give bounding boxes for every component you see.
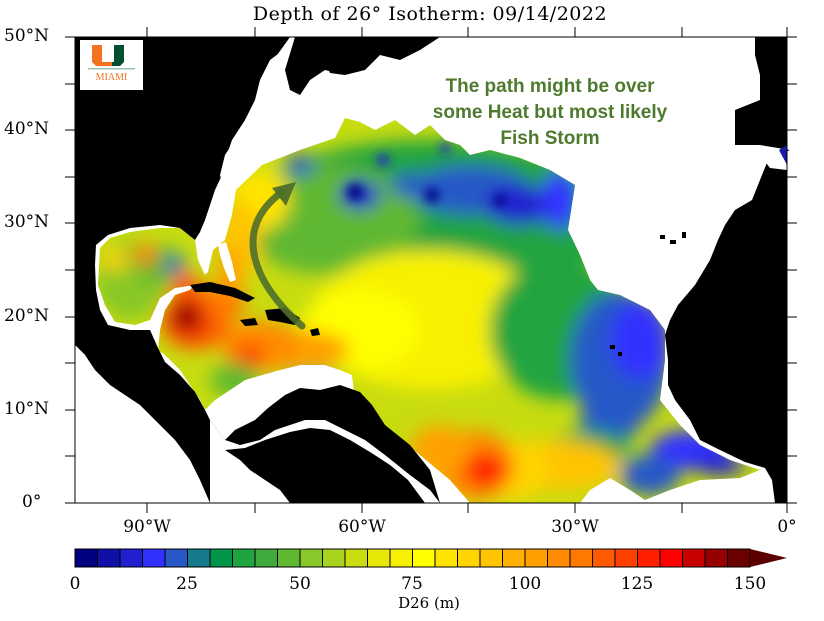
annotation-line: The path might be over — [445, 76, 655, 97]
colorbar-segment — [142, 548, 166, 568]
colorbar-segment — [659, 548, 683, 568]
annotation-line: some Heat but most likely — [432, 102, 668, 123]
colorbar-segment — [727, 548, 751, 568]
annotation-line: Fish Storm — [500, 128, 600, 149]
lat-label-50n: 50°N — [4, 26, 50, 46]
annotation-text: The path might be over some Heat but mos… — [405, 74, 695, 152]
colorbar-extend-arrow — [750, 549, 787, 567]
colorbar-segment — [502, 548, 526, 568]
colorbar-segment — [209, 548, 233, 568]
miami-logo: MIAMI — [80, 40, 143, 90]
colorbar-tick-100: 100 — [508, 574, 542, 594]
chart-title: Depth of 26° Isotherm: 09/14/2022 — [252, 3, 608, 25]
logo-text: MIAMI — [95, 72, 128, 83]
colorbar-segment — [187, 548, 211, 568]
colorbar-segment — [389, 548, 413, 568]
colorbar-segment — [97, 548, 121, 568]
colorbar-segment — [637, 548, 661, 568]
colorbar-segment — [254, 548, 278, 568]
colorbar-segment — [592, 548, 616, 568]
colorbar-segment — [704, 548, 728, 568]
colorbar-segment — [682, 548, 706, 568]
lat-label-0: 0° — [22, 492, 42, 512]
colorbar-tick-0: 0 — [69, 574, 81, 594]
colorbar-segment — [74, 548, 98, 568]
lon-label-90w: 90°W — [123, 517, 171, 537]
colorbar-segment — [164, 548, 188, 568]
u-logo-icon — [88, 45, 135, 70]
land-north-america — [75, 37, 440, 503]
colorbar-tick-125: 125 — [620, 574, 654, 594]
lon-label-30w: 30°W — [551, 517, 599, 537]
colorbar-segment — [344, 548, 368, 568]
colorbar-tick-25: 25 — [176, 574, 198, 594]
colorbar-segment — [479, 548, 503, 568]
colorbar-segment — [277, 548, 301, 568]
colorbar-segment — [569, 548, 593, 568]
lon-label-0: 0° — [777, 517, 797, 537]
colorbar-segment — [367, 548, 391, 568]
colorbar-segment — [434, 548, 458, 568]
colorbar-tick-75: 75 — [401, 574, 423, 594]
colorbar-segment — [457, 548, 481, 568]
storm-path-arrow — [249, 182, 306, 330]
colorbar-segment — [412, 548, 436, 568]
lon-label-60w: 60°W — [338, 517, 386, 537]
lat-label-30n: 30°N — [4, 212, 50, 232]
colorbar-tick-150: 150 — [733, 574, 767, 594]
colorbar-segment — [524, 548, 548, 568]
colorbar-segment — [119, 548, 143, 568]
lat-label-10n: 10°N — [4, 399, 50, 419]
colorbar-title: D26 (m) — [398, 594, 460, 612]
colorbar-segment — [614, 548, 638, 568]
colorbar-tick-50: 50 — [289, 574, 311, 594]
colorbar-segment — [299, 548, 323, 568]
lat-label-40n: 40°N — [4, 119, 50, 139]
colorbar-segment — [232, 548, 256, 568]
colorbar — [74, 548, 787, 568]
land-europe-africa — [665, 37, 790, 503]
lat-label-20n: 20°N — [4, 306, 50, 326]
colorbar-segment — [322, 548, 346, 568]
colorbar-segment — [547, 548, 571, 568]
